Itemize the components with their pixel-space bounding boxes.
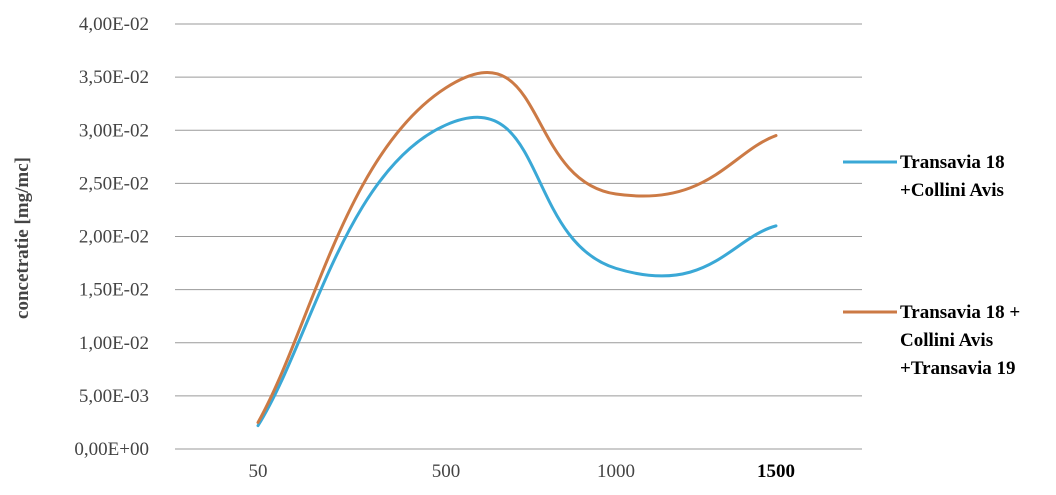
gridlines <box>175 23 862 450</box>
y-axis-ticks: 0,00E+00 5,00E-03 1,00E-02 1,50E-02 2,00E-02… <box>74 14 149 460</box>
x-tick-label: 500 <box>432 461 461 482</box>
x-tick-label: 1500 <box>757 461 795 482</box>
y-axis-label: concetratie [mg/mc] <box>12 157 33 319</box>
y-tick-label: 2,00E-02 <box>79 227 149 248</box>
y-tick-label: 3,00E-02 <box>79 120 149 141</box>
legend-label: Collini Avis <box>900 330 993 351</box>
y-tick-label: 1,00E-02 <box>79 333 149 354</box>
series-line-1 <box>256 115 778 428</box>
y-tick-label: 2,50E-02 <box>79 173 149 194</box>
y-tick-label: 0,00E+00 <box>74 439 149 460</box>
y-tick-label: 3,50E-02 <box>79 67 149 88</box>
series-lines <box>256 71 778 428</box>
x-tick-label: 50 <box>249 461 268 482</box>
x-tick-label: 1000 <box>597 461 635 482</box>
legend: Transavia 18 +Collini Avis Transavia 18 + C… <box>843 152 1020 379</box>
legend-label: Transavia 18 <box>900 152 1005 173</box>
y-tick-label: 5,00E-03 <box>79 386 149 407</box>
series-line-2 <box>256 71 778 424</box>
legend-label: +Collini Avis <box>900 180 1004 201</box>
x-axis-ticks: 50 500 1000 1500 <box>249 461 796 482</box>
legend-label: +Transavia 19 <box>900 358 1016 379</box>
y-tick-label: 1,50E-02 <box>79 280 149 301</box>
legend-label: Transavia 18 + <box>900 302 1020 323</box>
y-tick-label: 4,00E-02 <box>79 14 149 35</box>
